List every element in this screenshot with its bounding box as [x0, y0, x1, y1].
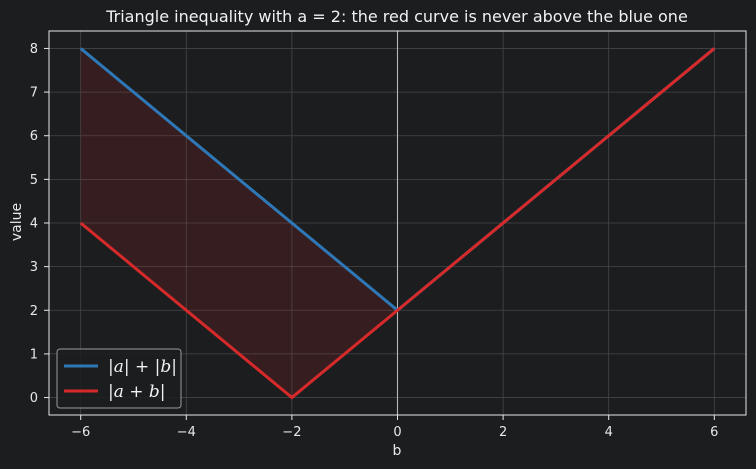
- x-tick-label: 2: [499, 425, 507, 440]
- y-tick-label: 0: [30, 391, 38, 406]
- x-tick-label: 4: [605, 425, 613, 440]
- y-tick-label: 2: [30, 304, 38, 319]
- x-tick-label: 6: [710, 425, 718, 440]
- legend-label: |a + b|: [108, 382, 166, 402]
- axes: [44, 30, 747, 420]
- y-tick-label: 7: [30, 86, 38, 101]
- tick-labels: −6 −4 −2 0 2 4 6 0 1 2 3 4 5 6 7 8: [30, 42, 719, 440]
- chart-title: Triangle inequality with a = 2: the red …: [105, 7, 688, 26]
- series-line-sum-abs: [79, 47, 716, 400]
- shaded-region: [80, 48, 398, 398]
- y-tick-label: 5: [30, 173, 38, 188]
- x-axis-label: b: [393, 443, 402, 459]
- shaded-region-layer: [80, 48, 398, 398]
- legend-box: [56, 348, 182, 409]
- y-tick-label: 3: [30, 260, 38, 275]
- y-tick-label: 1: [30, 347, 38, 362]
- y-tick-label: 4: [30, 217, 38, 232]
- x-tick-label: 0: [393, 425, 401, 440]
- x-tick-label: −2: [282, 425, 301, 440]
- x-tick-label: −6: [71, 425, 90, 440]
- y-tick-label: 6: [30, 129, 38, 144]
- series-layer: [79, 47, 716, 400]
- legend-label: |a| + |b|: [108, 357, 177, 377]
- y-axis-label: value: [9, 203, 25, 241]
- x-tick-label: −4: [177, 425, 196, 440]
- legend: |a| + |b| |a + b|: [56, 348, 182, 409]
- y-tick-label: 8: [30, 42, 38, 57]
